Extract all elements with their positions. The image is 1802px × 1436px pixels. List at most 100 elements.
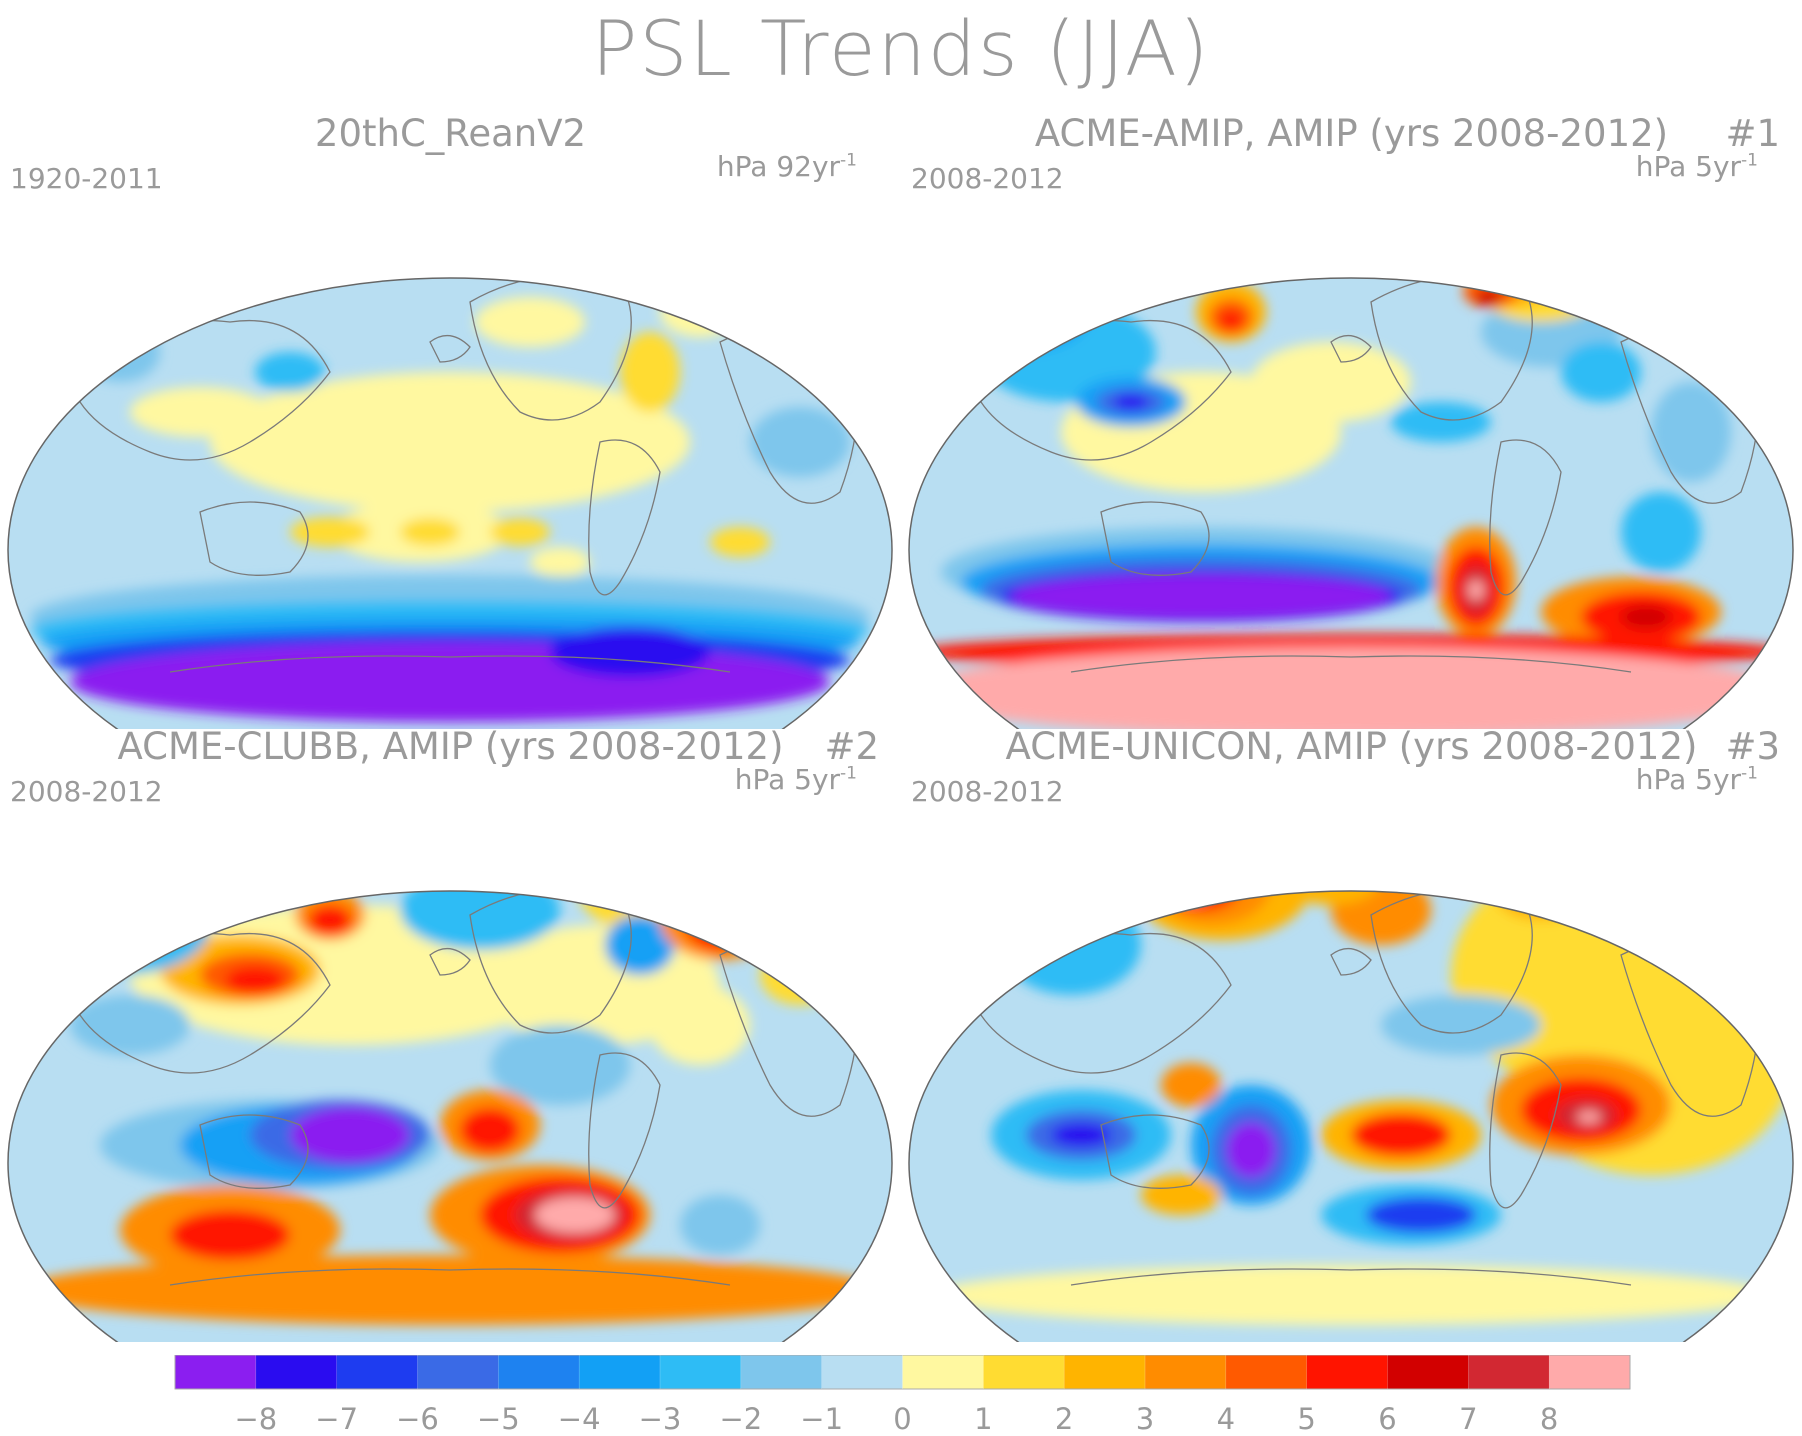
panel-number: #2 <box>824 725 879 768</box>
colorbar-tick-label: 8 <box>1539 1402 1559 1436</box>
colorbar-box <box>1145 1355 1227 1389</box>
map-panel-acme-clubb: ACME-CLUBB, AMIP (yrs 2008-2012) #2 2008… <box>0 725 901 1342</box>
trend-contour <box>20 1255 880 1325</box>
map-panel-acme-unicon: ACME-UNICON, AMIP (yrs 2008-2012) #3 200… <box>901 725 1802 1342</box>
colorbar-box <box>660 1355 742 1389</box>
trend-field <box>909 278 1793 729</box>
colorbar-box <box>336 1355 418 1389</box>
map-acme-amip <box>908 277 1794 729</box>
trend-contour <box>130 387 270 437</box>
trend-contour <box>1496 891 1586 920</box>
trend-contour <box>1161 891 1241 911</box>
map-panel-acme-amip: ACME-AMIP, AMIP (yrs 2008-2012) #1 2008-… <box>901 112 1802 729</box>
trend-contour <box>1381 995 1541 1055</box>
colorbar-tick-label: 1 <box>974 1402 993 1436</box>
trend-contour <box>1621 605 1671 629</box>
map-acme-clubb <box>7 890 893 1342</box>
panel-number: #1 <box>1725 112 1780 155</box>
trend-contour <box>685 900 755 950</box>
trend-contour <box>30 891 210 975</box>
trend-contour <box>1051 1123 1111 1147</box>
trend-contour <box>460 1108 520 1152</box>
trend-contour <box>1219 310 1243 330</box>
trend-contour <box>290 1107 410 1163</box>
trend-contour <box>1151 891 1271 925</box>
colorbar <box>174 1355 1631 1390</box>
trend-contour <box>1366 1197 1476 1233</box>
trend-contour <box>1001 895 1141 995</box>
colorbar-box <box>417 1355 499 1389</box>
map-panel-20thc-reanv2: 20thC_ReanV2 1920-2011 hPa 92yr-1 <box>0 112 901 729</box>
trend-field <box>8 891 892 1342</box>
colorbar-box <box>902 1355 984 1389</box>
colorbar-box <box>983 1355 1065 1389</box>
trend-contour <box>490 518 550 546</box>
trend-contour <box>1113 394 1149 410</box>
trend-contour <box>1161 1063 1221 1107</box>
trend-contour <box>400 518 460 546</box>
colorbar-tick-label: 3 <box>1135 1402 1155 1436</box>
panel-number: #3 <box>1725 725 1780 768</box>
trend-contour <box>1481 278 1601 322</box>
trend-field <box>909 770 1793 1342</box>
trend-contour <box>1676 891 1766 950</box>
panel-units: hPa 5yr-1 <box>1635 150 1758 183</box>
panel-title: ACME-UNICON, AMIP (yrs 2008-2012) <box>1005 725 1698 768</box>
trend-contour <box>1226 1122 1276 1178</box>
trend-contour <box>1351 1113 1451 1157</box>
map-border <box>7 890 893 1342</box>
trend-contour <box>660 287 740 337</box>
trend-contour <box>1061 780 1381 830</box>
trend-contour <box>951 770 1751 820</box>
trend-contour <box>710 527 770 557</box>
trend-contour <box>170 1210 290 1260</box>
colorbar-box <box>740 1355 823 1389</box>
trend-contour <box>308 905 352 935</box>
trend-contour <box>1251 342 1411 422</box>
panel-title: ACME-AMIP, AMIP (yrs 2008-2012) <box>1034 112 1669 155</box>
colorbar-tick-label: 0 <box>893 1402 912 1436</box>
colorbar-tick-label: −1 <box>800 1402 844 1436</box>
map-20thc-reanv2 <box>7 277 893 729</box>
panel-period: 2008-2012 <box>10 775 163 808</box>
colorbar-box <box>498 1355 580 1389</box>
map-border <box>908 277 1794 729</box>
colorbar-tick-label: 4 <box>1216 1402 1236 1436</box>
colorbar-tick-label: −8 <box>234 1402 278 1436</box>
colorbar-box <box>175 1355 257 1389</box>
panel-units: hPa 92yr-1 <box>716 150 857 183</box>
colorbar-tick-label: 6 <box>1378 1402 1397 1436</box>
colorbar-tick-label: 7 <box>1459 1402 1478 1436</box>
trend-contour <box>1577 1111 1601 1123</box>
colorbar-tick-label: 2 <box>1054 1402 1074 1436</box>
colorbar-box <box>1064 1355 1146 1389</box>
trend-contour <box>70 642 830 722</box>
panel-title: 20thC_ReanV2 <box>314 112 587 155</box>
trend-contour <box>1011 574 1391 618</box>
trend-contour <box>750 407 850 477</box>
panel-period: 1920-2011 <box>10 162 163 195</box>
trend-field <box>8 278 892 729</box>
panel-period: 2008-2012 <box>911 775 1064 808</box>
colorbar-box <box>821 1355 903 1389</box>
panel-units: hPa 5yr-1 <box>734 763 857 796</box>
figure-title: PSL Trends (JJA) <box>591 4 1211 93</box>
colorbar-box <box>1225 1355 1308 1389</box>
trend-contour <box>1281 891 1381 905</box>
colorbar-box <box>1549 1355 1631 1389</box>
panel-title: ACME-CLUBB, AMIP (yrs 2008-2012) <box>117 725 784 768</box>
trend-contour <box>1696 906 1746 934</box>
colorbar-tick-label: −4 <box>557 1402 601 1436</box>
colorbar-tick-label: −7 <box>315 1402 359 1436</box>
panel-units: hPa 5yr-1 <box>1635 763 1758 796</box>
colorbar-box <box>255 1355 338 1389</box>
trend-contour <box>535 1197 615 1233</box>
trend-contour <box>1561 342 1641 402</box>
trend-contour <box>255 352 325 392</box>
trend-contour <box>1621 492 1701 572</box>
trend-contour <box>490 1025 630 1105</box>
colorbar-box <box>1306 1355 1388 1389</box>
trend-contour <box>1651 382 1731 482</box>
trend-contour <box>475 297 585 347</box>
colorbar-box <box>579 1355 661 1389</box>
